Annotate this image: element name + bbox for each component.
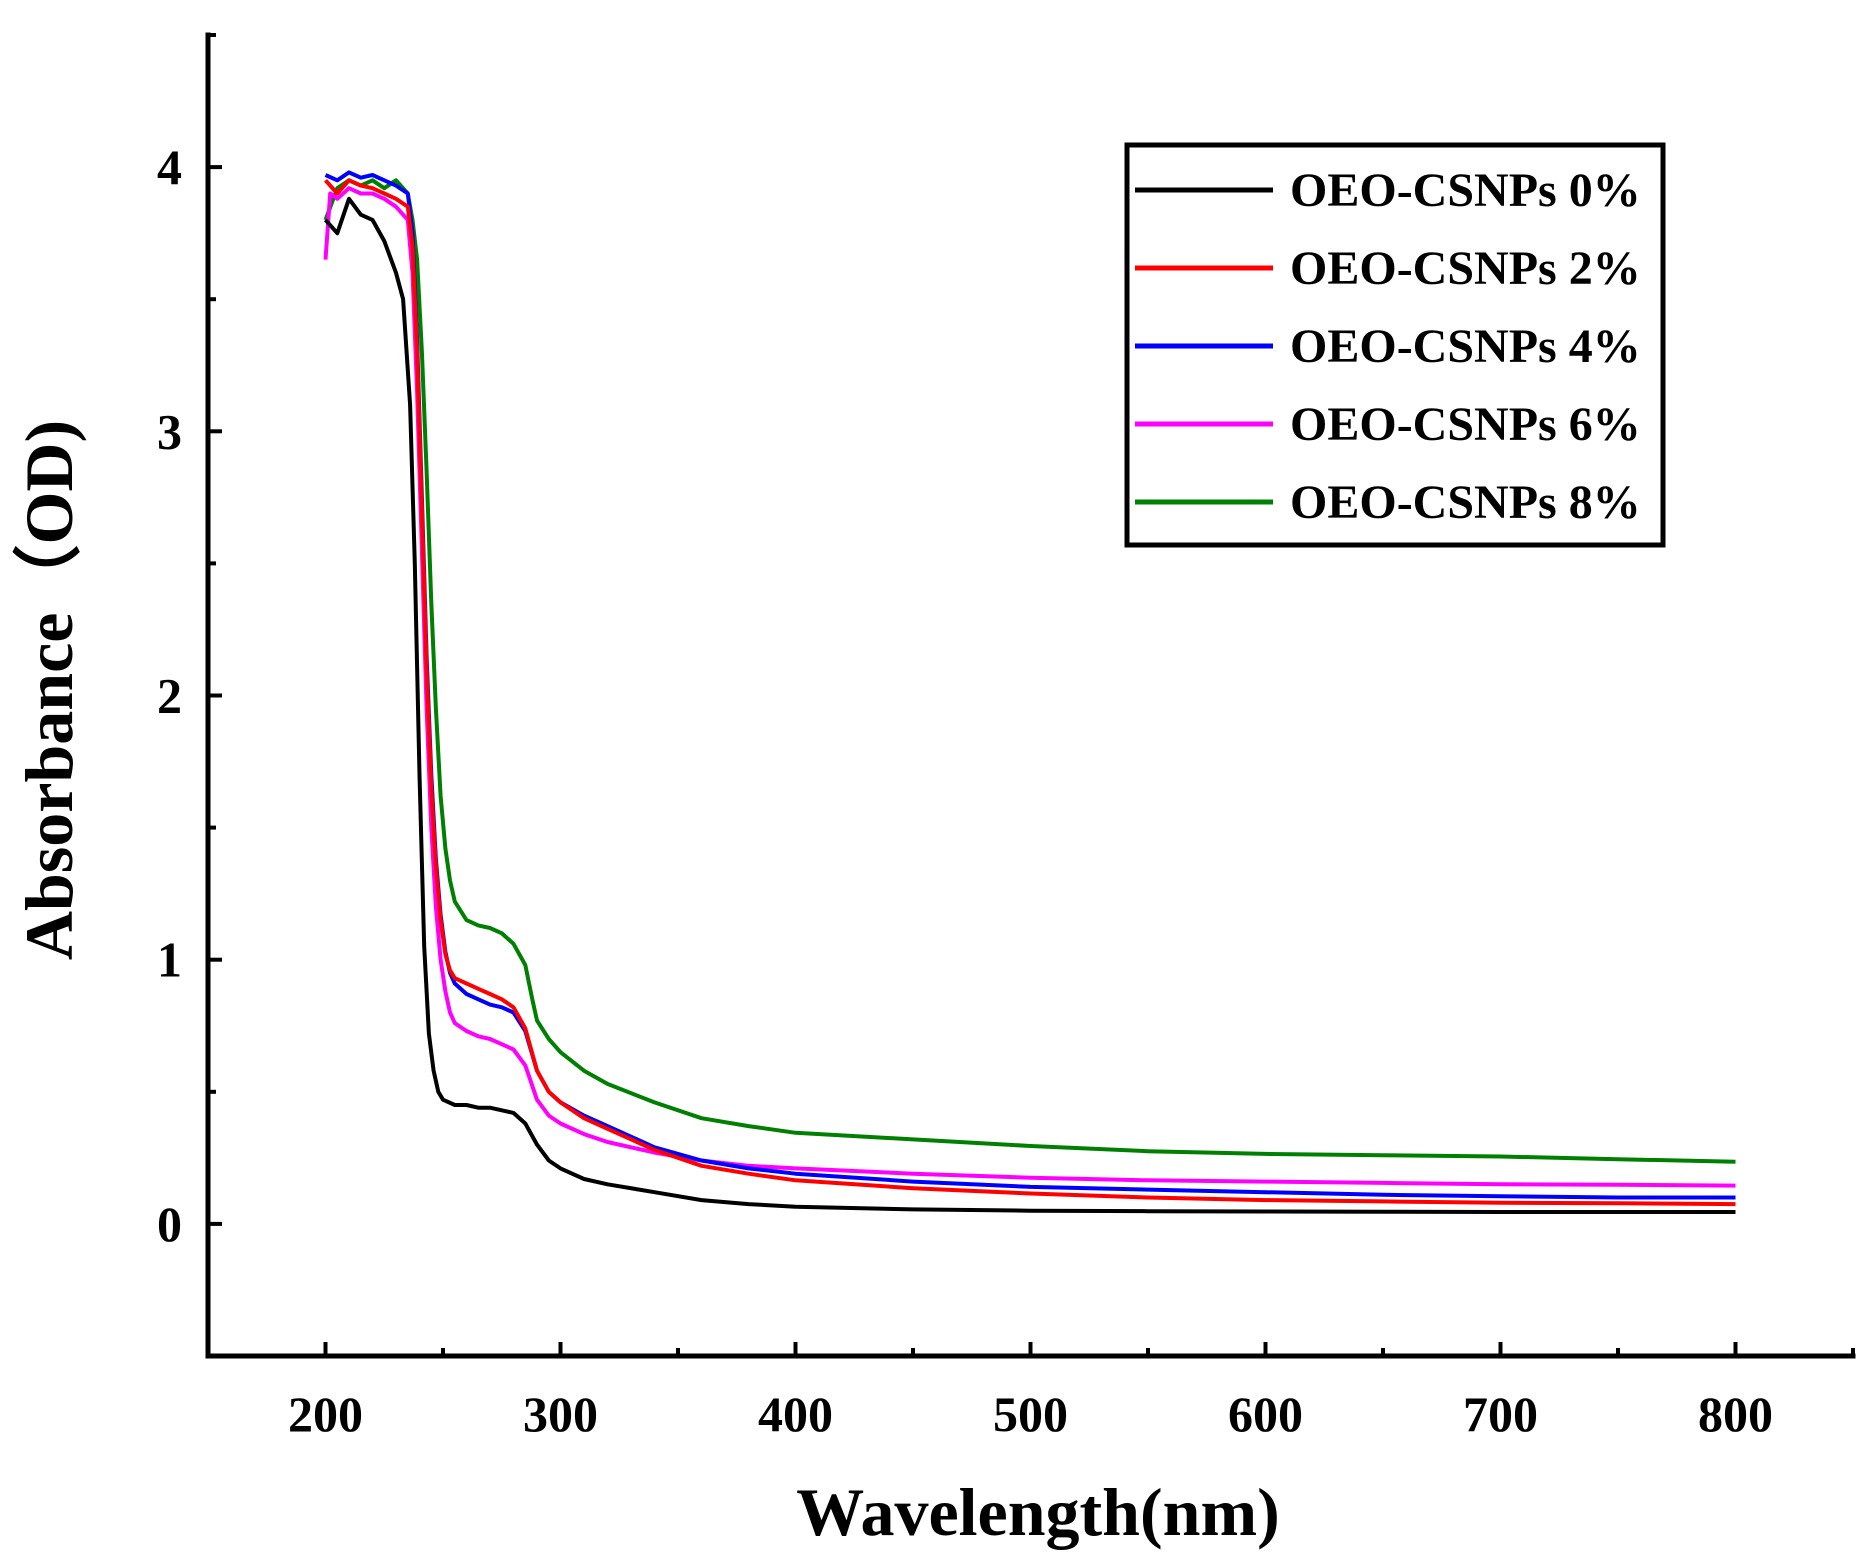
- y-tick-label: 0: [157, 1196, 182, 1252]
- legend-label: OEO-CSNPs 6%: [1290, 398, 1641, 451]
- plot-lines: [323, 170, 1736, 1214]
- legend-label: OEO-CSNPs 0%: [1290, 164, 1641, 217]
- series-line: [324, 178, 1736, 1207]
- y-tick-label: 3: [157, 403, 182, 459]
- y-tick-label: 4: [157, 139, 182, 195]
- series-line: [323, 186, 1736, 1188]
- x-tick-label: 600: [1228, 1386, 1303, 1442]
- legend-label: OEO-CSNPs 2%: [1290, 242, 1641, 295]
- series-line: [324, 170, 1736, 1200]
- legend: OEO-CSNPs 0% OEO-CSNPs 2% OEO-CSNPs 4% OEO-…: [1124, 142, 1666, 548]
- y-axis-title: Absorbance（OD): [11, 420, 87, 960]
- legend-label: OEO-CSNPs 4%: [1290, 320, 1641, 373]
- y-tick-label: 2: [157, 668, 182, 724]
- series-line: [324, 196, 1736, 1214]
- legend-items: OEO-CSNPs 0% OEO-CSNPs 2% OEO-CSNPs 4% OEO-…: [1135, 164, 1641, 529]
- x-tick-label: 700: [1463, 1386, 1538, 1442]
- legend-label: OEO-CSNPs 8%: [1290, 476, 1641, 529]
- x-axis-title: Wavelength(nm): [796, 1474, 1280, 1550]
- x-tick-label: 200: [288, 1386, 363, 1442]
- x-tick-label: 400: [758, 1386, 833, 1442]
- x-tick-label: 500: [993, 1386, 1068, 1442]
- x-tick-label: 800: [1698, 1386, 1773, 1442]
- ticks: 200 300 400 500 600 700 800 0 1 2 3 4: [157, 33, 1855, 1442]
- x-tick-label: 300: [523, 1386, 598, 1442]
- y-tick-label: 1: [157, 932, 182, 988]
